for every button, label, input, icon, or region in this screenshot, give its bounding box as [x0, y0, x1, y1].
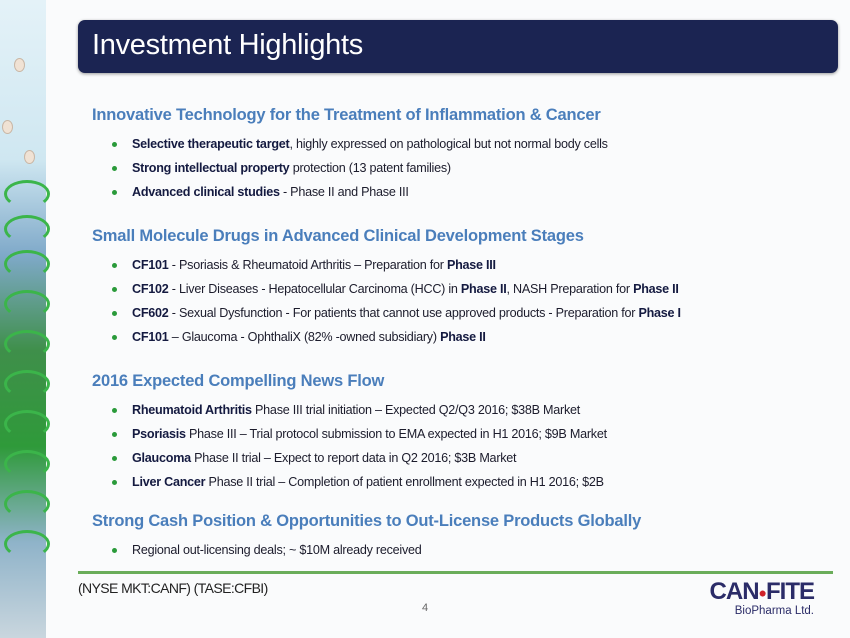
bullet-bold-text: CF101	[132, 330, 169, 344]
bullet-dot-icon	[112, 408, 117, 413]
bullet-text: Phase III – Trial protocol submission to…	[185, 427, 607, 441]
bullet-item: Regional out-licensing deals; ~ $10M alr…	[92, 538, 641, 562]
bullet-text: , NASH Preparation for	[506, 282, 634, 296]
bullet-dot-icon	[112, 287, 117, 292]
bullet-dot-icon	[112, 142, 117, 147]
section-news-flow: 2016 Expected Compelling News Flow Rheuma…	[92, 370, 607, 494]
bullet-dot-icon	[112, 432, 117, 437]
bullet-item: Glaucoma Phase II trial – Expect to repo…	[92, 446, 607, 470]
bullet-item: CF101 – Glaucoma - OphthaliX (82% -owned…	[92, 325, 681, 349]
footer-divider	[78, 571, 833, 574]
bullet-bold-text: Phase III	[446, 258, 496, 272]
section-heading: 2016 Expected Compelling News Flow	[92, 372, 385, 390]
bullet-bold-text: Strong intellectual property	[132, 161, 290, 175]
logo-text-left: CAN	[709, 578, 760, 605]
bullet-dot-icon	[112, 548, 117, 553]
bullet-text: Phase III trial initiation – Expected Q2…	[251, 403, 581, 417]
bullet-text: - Psoriasis & Rheumatoid Arthritis – Pre…	[168, 258, 447, 272]
slide-title: Investment Highlights	[92, 29, 363, 61]
bullet-bold-text: CF102	[132, 282, 169, 296]
bullet-text: - Liver Diseases - Hepatocellular Carcin…	[168, 282, 461, 296]
bullet-bold-text: Advanced clinical studies	[132, 185, 280, 199]
bullet-bold-text: Phase I	[638, 306, 681, 320]
bullet-dot-icon	[112, 480, 117, 485]
bullet-text: Regional out-licensing deals; ~ $10M alr…	[132, 543, 422, 557]
section-heading: Strong Cash Position & Opportunities to …	[92, 512, 642, 530]
bullet-text: - Sexual Dysfunction - For patients that…	[168, 306, 639, 320]
bullet-item: CF102 - Liver Diseases - Hepatocellular …	[92, 277, 681, 301]
bullet-bold-text: Glaucoma	[132, 451, 191, 465]
bullet-bold-text: Phase II	[440, 330, 486, 344]
bullet-text: Phase II trial – Expect to report data i…	[190, 451, 517, 465]
logo-dot-icon: ●	[758, 584, 768, 601]
bullet-bold-text: CF101	[132, 258, 169, 272]
bullet-item: Rheumatoid Arthritis Phase III trial ini…	[92, 398, 607, 422]
bullet-item: CF602 - Sexual Dysfunction - For patient…	[92, 301, 681, 325]
bullet-item: Advanced clinical studies - Phase II and…	[92, 180, 608, 204]
bullet-bold-text: Psoriasis	[132, 427, 186, 441]
bullet-item: Psoriasis Phase III – Trial protocol sub…	[92, 422, 607, 446]
page-number: 4	[422, 602, 429, 614]
bullet-dot-icon	[112, 335, 117, 340]
decorative-side-image	[0, 0, 50, 638]
company-logo: CAN●FITE BioPharma Ltd.	[688, 578, 815, 618]
section-cash-position: Strong Cash Position & Opportunities to …	[92, 510, 641, 562]
bullet-dot-icon	[112, 311, 117, 316]
bullet-bold-text: Liver Cancer	[132, 475, 206, 489]
logo-subtitle: BioPharma Ltd.	[734, 604, 814, 617]
bullet-text: Phase II trial – Completion of patient e…	[205, 475, 605, 489]
bullet-dot-icon	[112, 456, 117, 461]
bullet-bold-text: Rheumatoid Arthritis	[132, 403, 252, 417]
bullet-item: Selective therapeutic target, highly exp…	[92, 132, 608, 156]
bullet-bold-text: CF602	[132, 306, 169, 320]
bullet-text: protection (13 patent families)	[289, 161, 451, 175]
title-banner: Investment Highlights	[78, 20, 838, 73]
section-technology: Innovative Technology for the Treatment …	[92, 104, 608, 204]
bullet-dot-icon	[112, 190, 117, 195]
bullet-text: - Phase II and Phase III	[279, 185, 409, 199]
bullet-bold-text: Phase II	[633, 282, 679, 296]
stock-tickers: (NYSE MKT:CANF) (TASE:CFBI)	[78, 580, 268, 596]
section-drugs: Small Molecule Drugs in Advanced Clinica…	[92, 225, 681, 349]
bullet-item: Liver Cancer Phase II trial – Completion…	[92, 470, 607, 494]
section-heading: Innovative Technology for the Treatment …	[92, 106, 601, 124]
logo-text-right: FITE	[766, 578, 815, 605]
bullet-bold-text: Phase II	[460, 282, 507, 296]
bullet-text: – Glaucoma - OphthaliX (82% -owned subsi…	[168, 330, 441, 344]
bullet-item: CF101 - Psoriasis & Rheumatoid Arthritis…	[92, 253, 681, 277]
bullet-item: Strong intellectual property protection …	[92, 156, 608, 180]
section-heading: Small Molecule Drugs in Advanced Clinica…	[92, 227, 584, 245]
bullet-dot-icon	[112, 166, 117, 171]
bullet-dot-icon	[112, 263, 117, 268]
bullet-bold-text: Selective therapeutic target	[132, 137, 290, 151]
bullet-text: , highly expressed on pathological but n…	[289, 137, 608, 151]
